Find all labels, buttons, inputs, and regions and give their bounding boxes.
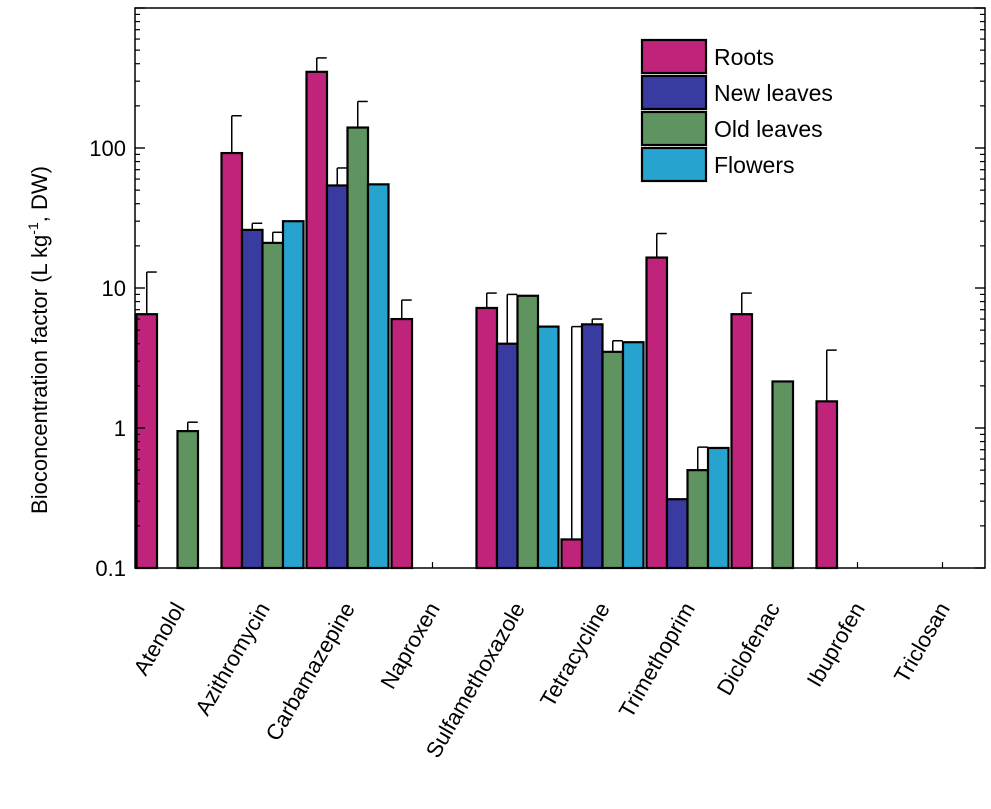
- bar: [771, 380, 795, 570]
- x-category-label: Azithromycin: [190, 598, 275, 720]
- y-axis-ticks: 0.1 1 10 100: [89, 7, 985, 581]
- y-tick-label: 10: [102, 276, 126, 301]
- bar: [815, 400, 839, 570]
- x-category-label: Ibuprofen: [802, 598, 870, 691]
- bar: [495, 342, 519, 570]
- bars: [135, 70, 839, 570]
- x-category-label: Carbamazepine: [261, 598, 360, 745]
- legend-label: New leaves: [714, 80, 833, 106]
- x-category-label: Tetracycline: [535, 598, 615, 711]
- bar: [601, 350, 625, 570]
- legend-swatch: [640, 110, 708, 147]
- bar: [645, 256, 669, 570]
- legend-label: Flowers: [714, 152, 795, 178]
- x-category-label: Triclosan: [889, 598, 955, 687]
- x-category-label: Trimethoprim: [614, 598, 700, 722]
- bar: [536, 325, 560, 570]
- legend-label: Roots: [714, 44, 774, 70]
- bar: [730, 313, 754, 570]
- x-category-label: Diclofenac: [712, 598, 785, 699]
- bar: [325, 184, 349, 570]
- bar: [390, 317, 414, 570]
- x-category-label: Atenolol: [128, 598, 189, 679]
- bar: [621, 341, 645, 570]
- y-axis-title: Bioconcentration factor (L kg-1, DW): [25, 166, 52, 514]
- bar: [706, 446, 730, 570]
- legend-swatch: [640, 146, 708, 183]
- legend-swatch: [640, 74, 708, 111]
- bar: [176, 430, 200, 570]
- bar: [686, 469, 710, 570]
- y-tick-label: 100: [89, 136, 126, 161]
- legend-swatch: [640, 38, 708, 75]
- bar: [220, 151, 244, 570]
- x-category-label: Naproxen: [375, 598, 444, 693]
- bar: [580, 323, 604, 570]
- bar: [305, 70, 329, 570]
- bar: [281, 220, 305, 570]
- bar: [516, 294, 540, 570]
- legend: Roots New leaves Old leaves Flowers: [640, 38, 833, 183]
- bar: [475, 306, 499, 570]
- bar: [346, 126, 370, 570]
- bar: [665, 498, 689, 570]
- bar: [240, 228, 264, 570]
- error-bars: [146, 57, 837, 540]
- y-tick-label: 0.1: [95, 556, 126, 581]
- legend-label: Old leaves: [714, 116, 823, 142]
- bar: [560, 538, 584, 570]
- y-tick-label: 1: [114, 416, 126, 441]
- bar: [261, 241, 285, 570]
- bar: [366, 183, 390, 570]
